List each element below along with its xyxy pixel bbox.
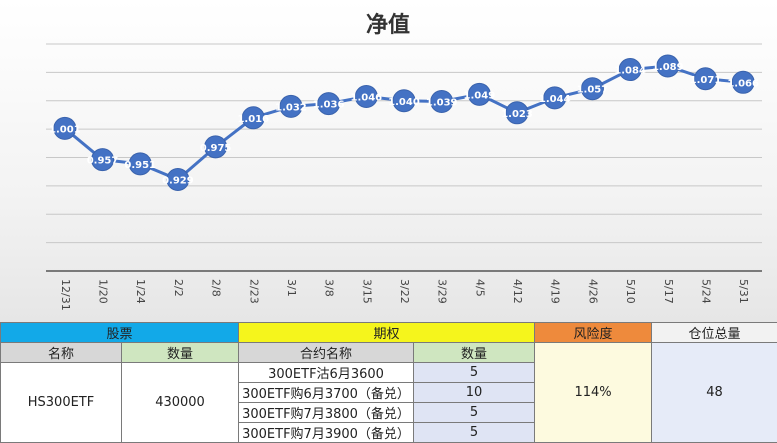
data-point: [693, 67, 717, 91]
data-point: [53, 116, 77, 140]
data-label: 1.057: [577, 85, 609, 96]
data-point: [430, 89, 454, 113]
chart-area: 净值 12/31 1/20 1/24 2/2 2/8 2/23 3/1 3/8 3/15 3/22…: [0, 0, 777, 322]
data-label: 1.046: [350, 92, 382, 103]
x-tick-label: 12/31: [59, 279, 72, 311]
x-tick-label: 3/8: [323, 279, 336, 297]
x-tick-label: 5/10: [624, 279, 637, 304]
data-point: [128, 152, 152, 176]
data-point: [279, 94, 303, 118]
data-point: [392, 89, 416, 113]
option-name-2: 300ETF购6月3700（备兑）: [238, 382, 415, 403]
data-point: [505, 101, 529, 125]
x-tick-label: 2/23: [247, 279, 260, 304]
contract-name-header: 合约名称: [238, 342, 415, 363]
data-label: 0.951: [124, 160, 156, 171]
data-point: [204, 135, 228, 159]
data-label: 1.040: [388, 97, 420, 108]
option-qty-3: 5: [413, 402, 536, 423]
x-tick-label: 1/24: [134, 279, 147, 304]
stock-name: HS300ETF: [0, 362, 122, 443]
data-label: 1.039: [426, 97, 458, 108]
nav-line-chart: 净值 12/31 1/20 1/24 2/2 2/8 2/23 3/1 3/8 3/15 3/22…: [46, 12, 762, 311]
x-tick-label: 2/8: [210, 279, 223, 297]
x-tick-label: 3/29: [436, 279, 449, 304]
x-tick-label: 2/2: [172, 279, 185, 297]
data-label: 1.084: [614, 66, 646, 77]
x-tick-label: 5/31: [737, 279, 750, 304]
stock-header: 股票: [0, 322, 240, 343]
option-name-1: 300ETF沽6月3600: [238, 362, 415, 383]
data-label: 0.929: [162, 175, 194, 186]
x-tick-label: 5/24: [699, 279, 712, 304]
markers: 1.001 0.957 0.951 0.929 0.975 1.016 1.032 1.036…: [49, 54, 759, 191]
data-label: 0.975: [200, 143, 232, 154]
data-point: [618, 58, 642, 82]
data-label: 1.049: [464, 90, 496, 101]
stock-name-header: 名称: [0, 342, 122, 363]
data-label: 1.023: [501, 109, 533, 120]
option-qty-4: 5: [413, 422, 536, 443]
chart-title: 净值: [366, 12, 410, 38]
stock-qty-header: 数量: [120, 342, 240, 363]
data-label: 1.016: [237, 114, 269, 125]
x-axis: 12/31 1/20 1/24 2/2 2/8 2/23 3/1 3/8 3/15 3/22 3/2…: [59, 279, 750, 311]
x-tick-label: 1/20: [97, 279, 110, 304]
gridlines: [46, 43, 762, 272]
position-table: 股票 期权 风险度 仓位总量 名称 数量 合约名称 数量 114% 48 HS3…: [0, 322, 777, 443]
x-tick-label: 3/1: [285, 279, 298, 297]
x-tick-label: 4/12: [511, 279, 524, 304]
data-point: [317, 92, 341, 116]
risk-header: 风险度: [534, 322, 653, 343]
data-label: 0.957: [87, 156, 119, 167]
option-name-3: 300ETF购7月3800（备兑）: [238, 402, 415, 423]
option-qty-header: 数量: [413, 342, 536, 363]
position-value: 48: [651, 342, 777, 443]
data-label: 1.071: [690, 75, 722, 86]
data-label: 1.001: [49, 124, 81, 135]
x-tick-label: 4/19: [549, 279, 562, 304]
data-label: 1.044: [539, 94, 571, 105]
series-line: [63, 64, 744, 182]
x-tick-label: 4/26: [586, 279, 599, 304]
data-point: [543, 86, 567, 110]
data-point: [354, 84, 378, 108]
x-tick-label: 3/15: [360, 279, 373, 304]
data-label: 1.036: [313, 100, 345, 111]
option-qty-2: 10: [413, 382, 536, 403]
risk-value: 114%: [534, 342, 653, 443]
data-point: [91, 148, 115, 172]
position-header: 仓位总量: [651, 322, 777, 343]
data-label: 1.032: [275, 102, 307, 113]
x-tick-label: 4/5: [473, 279, 486, 297]
data-point: [241, 106, 265, 130]
x-tick-label: 5/17: [662, 279, 675, 304]
option-qty-1: 5: [413, 362, 536, 383]
data-point: [656, 54, 680, 78]
data-point: [166, 167, 190, 191]
x-tick-label: 3/22: [398, 279, 411, 304]
data-point: [467, 82, 491, 106]
option-header: 期权: [238, 322, 536, 343]
data-label: 1.066: [727, 78, 759, 89]
data-point: [731, 70, 755, 94]
option-name-4: 300ETF购7月3900（备兑）: [238, 422, 415, 443]
data-point: [580, 77, 604, 101]
stock-qty: 430000: [120, 362, 240, 443]
data-label: 1.089: [652, 62, 684, 73]
